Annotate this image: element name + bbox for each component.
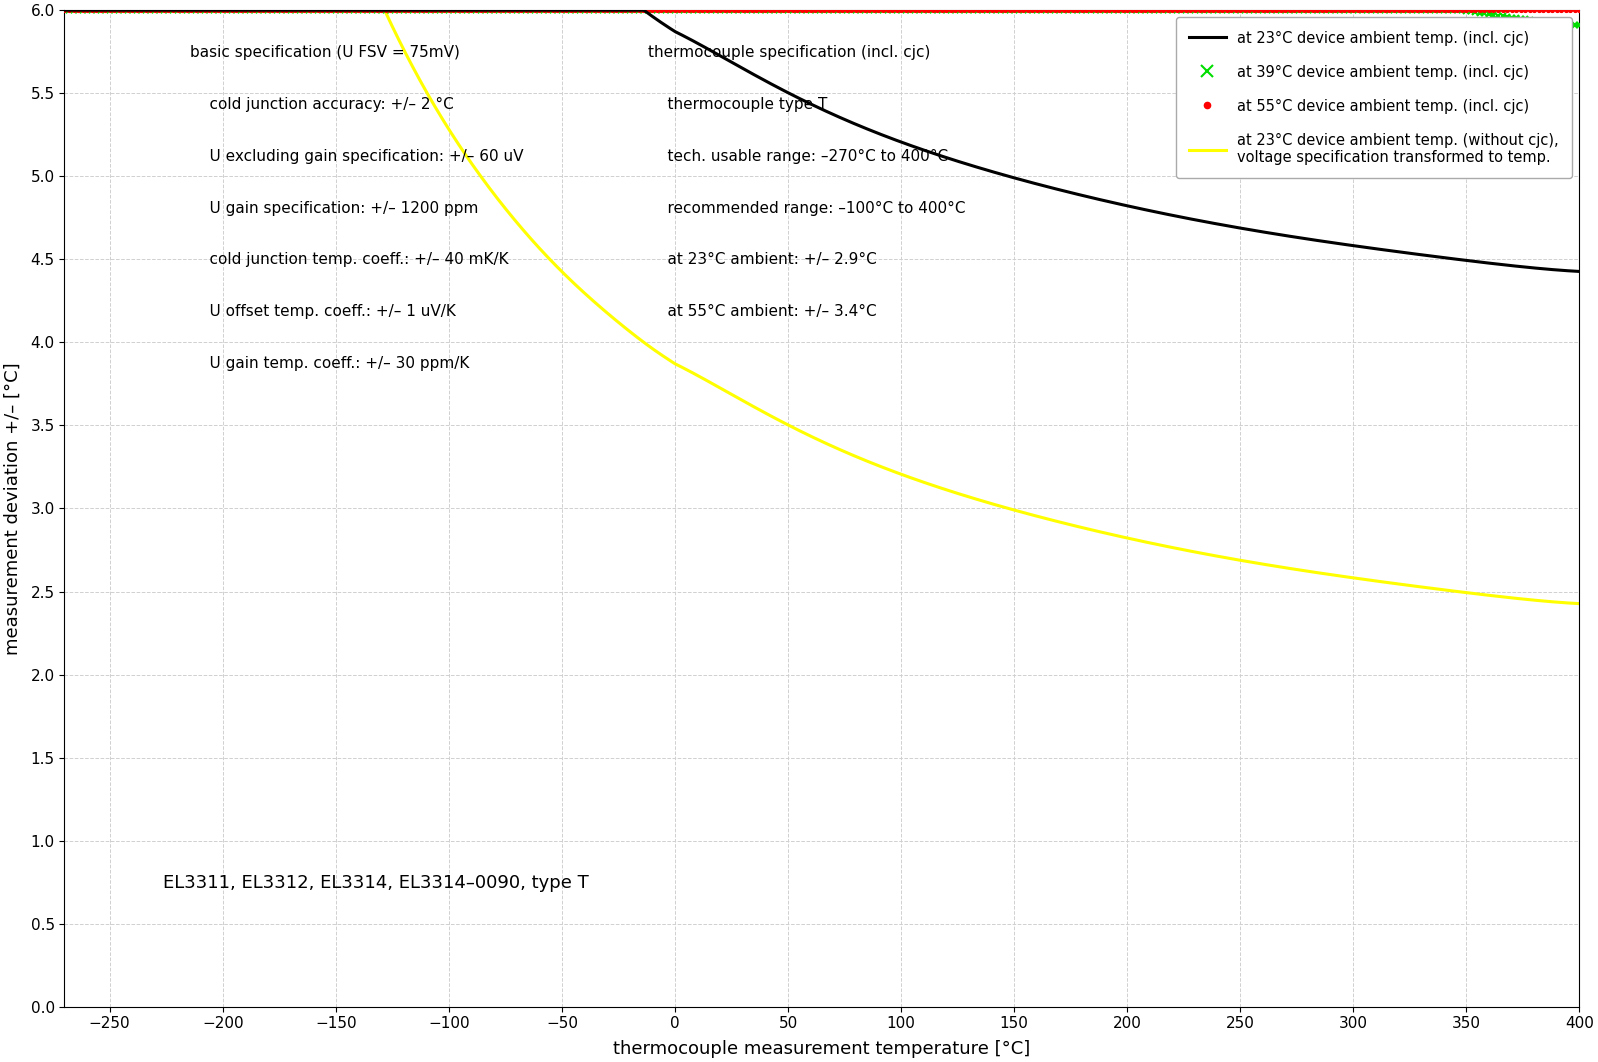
Text: EL3311, EL3312, EL3314, EL3314–0090, type T: EL3311, EL3312, EL3314, EL3314–0090, typ… <box>163 874 588 892</box>
Text: cold junction accuracy: +/– 2 °C: cold junction accuracy: +/– 2 °C <box>190 97 454 112</box>
Y-axis label: measurement deviation +/– [°C]: measurement deviation +/– [°C] <box>5 362 22 655</box>
Text: U gain temp. coeff.: +/– 30 ppm/K: U gain temp. coeff.: +/– 30 ppm/K <box>190 356 470 371</box>
Text: cold junction temp. coeff.: +/– 40 mK/K: cold junction temp. coeff.: +/– 40 mK/K <box>190 253 508 268</box>
X-axis label: thermocouple measurement temperature [°C]: thermocouple measurement temperature [°C… <box>614 1040 1031 1058</box>
Text: tech. usable range: –270°C to 400°C: tech. usable range: –270°C to 400°C <box>647 149 948 164</box>
Text: thermocouple specification (incl. cjc): thermocouple specification (incl. cjc) <box>647 45 930 61</box>
Text: at 23°C ambient: +/– 2.9°C: at 23°C ambient: +/– 2.9°C <box>647 253 876 268</box>
Text: U offset temp. coeff.: +/– 1 uV/K: U offset temp. coeff.: +/– 1 uV/K <box>190 304 455 320</box>
Text: thermocouple type T: thermocouple type T <box>647 97 828 112</box>
Text: basic specification (U FSV = 75mV): basic specification (U FSV = 75mV) <box>190 45 460 61</box>
Text: U excluding gain specification: +/– 60 uV: U excluding gain specification: +/– 60 u… <box>190 149 524 164</box>
Text: U gain specification: +/– 1200 ppm: U gain specification: +/– 1200 ppm <box>190 201 478 216</box>
Text: recommended range: –100°C to 400°C: recommended range: –100°C to 400°C <box>647 201 965 216</box>
Text: at 55°C ambient: +/– 3.4°C: at 55°C ambient: +/– 3.4°C <box>647 304 876 320</box>
Legend: at 23°C device ambient temp. (incl. cjc), at 39°C device ambient temp. (incl. cj: at 23°C device ambient temp. (incl. cjc)… <box>1176 17 1572 178</box>
